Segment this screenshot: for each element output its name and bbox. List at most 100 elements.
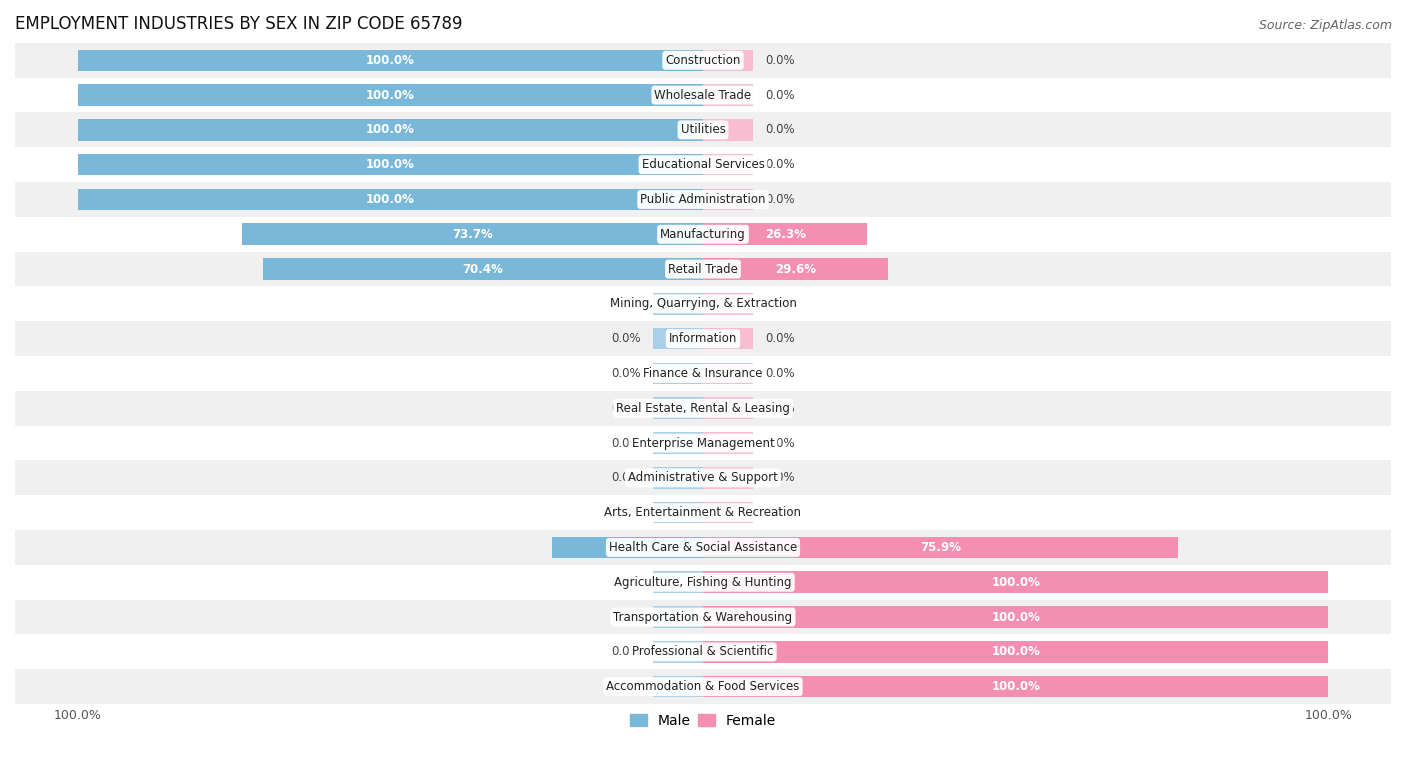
- Text: 0.0%: 0.0%: [765, 506, 796, 519]
- Bar: [703, 258, 754, 280]
- Text: 0.0%: 0.0%: [765, 88, 796, 102]
- Bar: [77, 119, 703, 140]
- Bar: [703, 571, 1329, 593]
- Text: Administrative & Support: Administrative & Support: [628, 471, 778, 484]
- Bar: [15, 182, 1391, 217]
- Bar: [652, 50, 703, 71]
- Text: 0.0%: 0.0%: [610, 332, 641, 345]
- Text: 100.0%: 100.0%: [991, 576, 1040, 589]
- Bar: [703, 50, 754, 71]
- Text: 24.1%: 24.1%: [607, 541, 648, 554]
- Text: Arts, Entertainment & Recreation: Arts, Entertainment & Recreation: [605, 506, 801, 519]
- Bar: [652, 641, 703, 663]
- Bar: [263, 258, 703, 280]
- Text: 73.7%: 73.7%: [453, 228, 494, 241]
- Bar: [652, 258, 703, 280]
- Text: 26.3%: 26.3%: [765, 228, 806, 241]
- Text: 0.0%: 0.0%: [610, 680, 641, 693]
- Text: 100.0%: 100.0%: [366, 193, 415, 206]
- Bar: [15, 460, 1391, 495]
- Bar: [703, 154, 754, 175]
- Text: Agriculture, Fishing & Hunting: Agriculture, Fishing & Hunting: [614, 576, 792, 589]
- Text: 0.0%: 0.0%: [765, 123, 796, 137]
- Bar: [15, 217, 1391, 251]
- Bar: [553, 537, 703, 558]
- Bar: [242, 223, 703, 245]
- Bar: [652, 119, 703, 140]
- Text: Public Administration: Public Administration: [640, 193, 766, 206]
- Text: 100.0%: 100.0%: [366, 88, 415, 102]
- Text: 100.0%: 100.0%: [366, 158, 415, 171]
- Bar: [15, 113, 1391, 147]
- Bar: [652, 537, 703, 558]
- Text: Mining, Quarrying, & Extraction: Mining, Quarrying, & Extraction: [610, 297, 796, 310]
- Text: Health Care & Social Assistance: Health Care & Social Assistance: [609, 541, 797, 554]
- Bar: [15, 321, 1391, 356]
- Bar: [77, 85, 703, 106]
- Text: Utilities: Utilities: [681, 123, 725, 137]
- Text: 0.0%: 0.0%: [765, 158, 796, 171]
- Bar: [703, 467, 754, 489]
- Text: 0.0%: 0.0%: [765, 367, 796, 380]
- Bar: [703, 502, 754, 524]
- Bar: [15, 356, 1391, 391]
- Bar: [15, 426, 1391, 460]
- Text: 0.0%: 0.0%: [765, 437, 796, 449]
- Bar: [703, 676, 754, 698]
- Text: Enterprise Management: Enterprise Management: [631, 437, 775, 449]
- Text: 70.4%: 70.4%: [463, 262, 503, 275]
- Bar: [652, 571, 703, 593]
- Text: Wholesale Trade: Wholesale Trade: [654, 88, 752, 102]
- Text: 0.0%: 0.0%: [765, 332, 796, 345]
- Bar: [703, 293, 754, 314]
- Bar: [652, 328, 703, 349]
- Text: 0.0%: 0.0%: [765, 297, 796, 310]
- Bar: [703, 537, 754, 558]
- Text: 100.0%: 100.0%: [991, 611, 1040, 624]
- Bar: [15, 391, 1391, 426]
- Bar: [77, 154, 703, 175]
- Bar: [703, 328, 754, 349]
- Bar: [15, 147, 1391, 182]
- Bar: [703, 571, 754, 593]
- Text: 29.6%: 29.6%: [775, 262, 815, 275]
- Text: 0.0%: 0.0%: [610, 471, 641, 484]
- Bar: [652, 362, 703, 384]
- Bar: [703, 641, 754, 663]
- Text: 0.0%: 0.0%: [765, 193, 796, 206]
- Text: 0.0%: 0.0%: [610, 297, 641, 310]
- Text: 75.9%: 75.9%: [920, 541, 960, 554]
- Bar: [703, 85, 754, 106]
- Bar: [652, 432, 703, 454]
- Text: 0.0%: 0.0%: [610, 506, 641, 519]
- Bar: [703, 223, 868, 245]
- Bar: [652, 606, 703, 628]
- Bar: [15, 495, 1391, 530]
- Bar: [652, 467, 703, 489]
- Text: Real Estate, Rental & Leasing: Real Estate, Rental & Leasing: [616, 402, 790, 414]
- Text: 0.0%: 0.0%: [610, 646, 641, 658]
- Text: 0.0%: 0.0%: [765, 54, 796, 67]
- Text: 100.0%: 100.0%: [991, 680, 1040, 693]
- Bar: [77, 50, 703, 71]
- Legend: Male, Female: Male, Female: [624, 708, 782, 733]
- Bar: [652, 189, 703, 210]
- Bar: [652, 223, 703, 245]
- Text: 100.0%: 100.0%: [991, 646, 1040, 658]
- Bar: [15, 78, 1391, 113]
- Bar: [652, 676, 703, 698]
- Bar: [703, 397, 754, 419]
- Text: 100.0%: 100.0%: [366, 123, 415, 137]
- Text: 0.0%: 0.0%: [610, 576, 641, 589]
- Bar: [703, 223, 754, 245]
- Bar: [652, 397, 703, 419]
- Text: EMPLOYMENT INDUSTRIES BY SEX IN ZIP CODE 65789: EMPLOYMENT INDUSTRIES BY SEX IN ZIP CODE…: [15, 15, 463, 33]
- Text: 0.0%: 0.0%: [610, 437, 641, 449]
- Bar: [15, 530, 1391, 565]
- Bar: [652, 154, 703, 175]
- Bar: [652, 502, 703, 524]
- Text: 0.0%: 0.0%: [765, 471, 796, 484]
- Bar: [703, 606, 754, 628]
- Bar: [15, 635, 1391, 669]
- Text: 0.0%: 0.0%: [610, 611, 641, 624]
